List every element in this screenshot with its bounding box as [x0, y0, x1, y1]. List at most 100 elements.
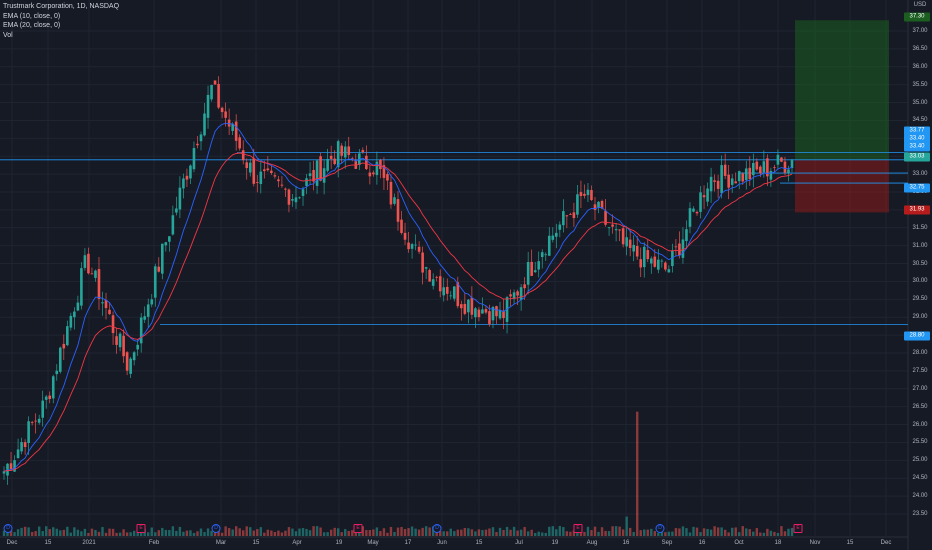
- candle-body: [231, 123, 234, 131]
- price-axis-label: 36.00: [912, 63, 928, 70]
- volume-bar: [94, 529, 97, 536]
- candle-body: [576, 194, 579, 215]
- volume-bar: [572, 530, 576, 536]
- price-tag-target: 37.30: [904, 12, 930, 22]
- candle-body: [217, 83, 220, 108]
- volume-bar: [562, 527, 565, 536]
- volume-bar: [569, 531, 572, 536]
- candle-body: [76, 302, 80, 311]
- candle-body: [773, 167, 776, 169]
- volume-bar: [583, 531, 586, 536]
- price-axis-label: 30.50: [912, 260, 928, 267]
- ema20-legend[interactable]: EMA (20, close, 0): [3, 22, 61, 29]
- time-axis-label: Sep: [661, 540, 673, 546]
- volume-bar: [646, 529, 649, 536]
- candle-body: [104, 300, 108, 309]
- candle-body: [600, 200, 604, 209]
- candle-body: [139, 317, 143, 344]
- volume-bar: [776, 532, 780, 536]
- candle-body: [37, 418, 41, 423]
- candle-body: [294, 197, 298, 203]
- volume-bar: [298, 528, 301, 536]
- time-axis-label: Apr: [292, 540, 302, 546]
- volume-bar: [530, 529, 533, 536]
- candle-body: [590, 190, 593, 200]
- price-axis-label: 36.50: [912, 45, 928, 52]
- candle-body: [533, 270, 537, 273]
- candle-body: [544, 254, 548, 256]
- volume-bar: [709, 529, 713, 536]
- price-axis-label: 25.50: [912, 439, 928, 446]
- volume-bar: [790, 527, 794, 536]
- volume-bar: [435, 530, 438, 536]
- volume-bar: [263, 532, 266, 536]
- candle-body: [597, 201, 600, 208]
- volume-bar: [702, 528, 706, 536]
- earnings-marker[interactable]: E: [353, 524, 363, 533]
- dividend-marker[interactable]: D: [655, 524, 665, 533]
- currency-label[interactable]: USD: [913, 2, 927, 8]
- candle-body: [445, 286, 449, 294]
- dividend-marker[interactable]: D: [211, 524, 221, 533]
- volume-bar: [769, 530, 773, 536]
- volume-bar: [477, 529, 481, 536]
- candle-body: [44, 396, 48, 400]
- candle-body: [51, 376, 55, 399]
- candle-body: [182, 178, 185, 189]
- volume-bar: [368, 529, 372, 536]
- earnings-marker[interactable]: E: [793, 524, 803, 533]
- volume-bar: [590, 530, 593, 536]
- candle-body: [474, 308, 477, 318]
- candle-body: [628, 239, 632, 248]
- volume-bar: [474, 531, 477, 536]
- candle-body: [115, 336, 118, 345]
- volume-bar: [600, 527, 604, 536]
- earnings-marker[interactable]: E: [573, 524, 583, 533]
- volume-bar: [738, 532, 741, 536]
- dividend-marker[interactable]: D: [3, 524, 13, 533]
- volume-bar: [245, 526, 248, 536]
- candle-body: [48, 395, 52, 399]
- volume-bar: [294, 531, 298, 536]
- volume-legend[interactable]: Vol: [3, 31, 13, 39]
- candle-body: [55, 370, 59, 375]
- volume-bar: [766, 528, 769, 536]
- candle-body: [565, 215, 569, 217]
- volume-bar: [730, 527, 734, 536]
- volume-bar: [780, 526, 783, 536]
- volume-bar: [147, 532, 150, 536]
- candle-body: [255, 181, 259, 183]
- candle-body: [238, 137, 241, 149]
- candle-body: [614, 229, 618, 231]
- candle-body: [537, 261, 541, 270]
- dividend-marker[interactable]: D: [432, 524, 442, 533]
- candle-body: [709, 176, 713, 192]
- volume-bar: [73, 527, 76, 536]
- candle-body: [315, 160, 319, 186]
- volume-bar: [101, 527, 104, 536]
- volume-bar: [52, 527, 55, 536]
- candle-body: [456, 282, 460, 307]
- time-axis-label: 17: [404, 540, 412, 546]
- candle-body: [343, 146, 347, 158]
- candle-body: [407, 242, 410, 250]
- candle-body: [611, 224, 614, 227]
- price-axis-label: 33.00: [912, 171, 928, 178]
- volume-bar: [319, 527, 322, 536]
- candle-body: [305, 178, 308, 186]
- volume-bar: [410, 526, 414, 536]
- candle-body: [361, 150, 365, 153]
- time-axis-label: 16: [622, 540, 630, 546]
- earnings-marker[interactable]: E: [136, 524, 146, 533]
- volume-bar: [453, 531, 456, 536]
- time-axis-label: 2021: [82, 540, 96, 546]
- price-tag-stop: 31.93: [904, 205, 930, 215]
- volume-bar: [460, 529, 463, 536]
- volume-bar: [541, 532, 544, 536]
- candle-body: [20, 442, 23, 452]
- volume-bar: [643, 529, 646, 536]
- ema10-legend[interactable]: EMA (10, close, 0): [3, 12, 61, 20]
- candle-body: [713, 180, 716, 182]
- volume-bar: [13, 532, 16, 536]
